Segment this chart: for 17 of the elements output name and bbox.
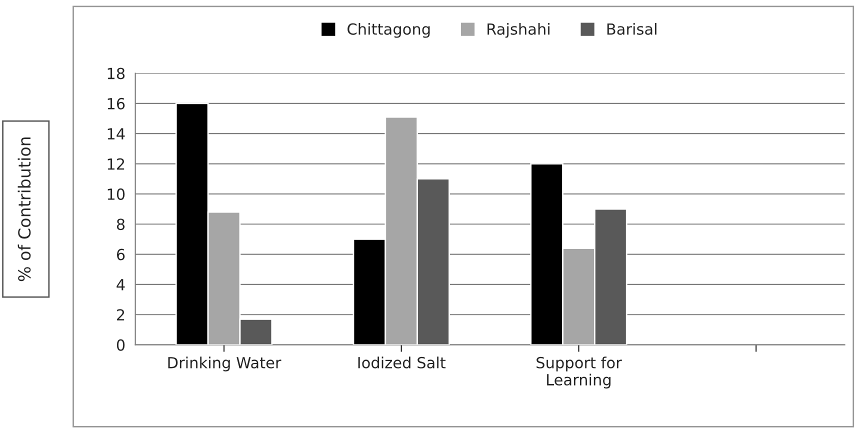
x-tick-label: Support for Learning — [536, 356, 622, 388]
legend-label: Barisal — [607, 23, 656, 35]
y-axis-title: % of Contribution — [18, 137, 31, 282]
y-tick-label: 10 — [108, 188, 125, 200]
y-tick-label: 4 — [116, 279, 125, 290]
y-tick-label: 2 — [117, 309, 124, 320]
x-tick-label: Iodized Salt — [358, 356, 446, 368]
y-tick-label: 12 — [108, 158, 124, 170]
legend-label: Chittagong — [348, 23, 430, 38]
legend-label: Rajshahi — [488, 23, 550, 38]
x-tick-label: Drinking Water — [168, 356, 282, 372]
y-tick-label: 14 — [108, 128, 125, 140]
y-tick-label: 18 — [108, 68, 125, 80]
y-tick-label: 8 — [116, 218, 125, 230]
y-tick-label: 0 — [116, 339, 125, 351]
y-tick-label: 16 — [108, 98, 125, 110]
y-tick-label: 6 — [116, 248, 125, 260]
